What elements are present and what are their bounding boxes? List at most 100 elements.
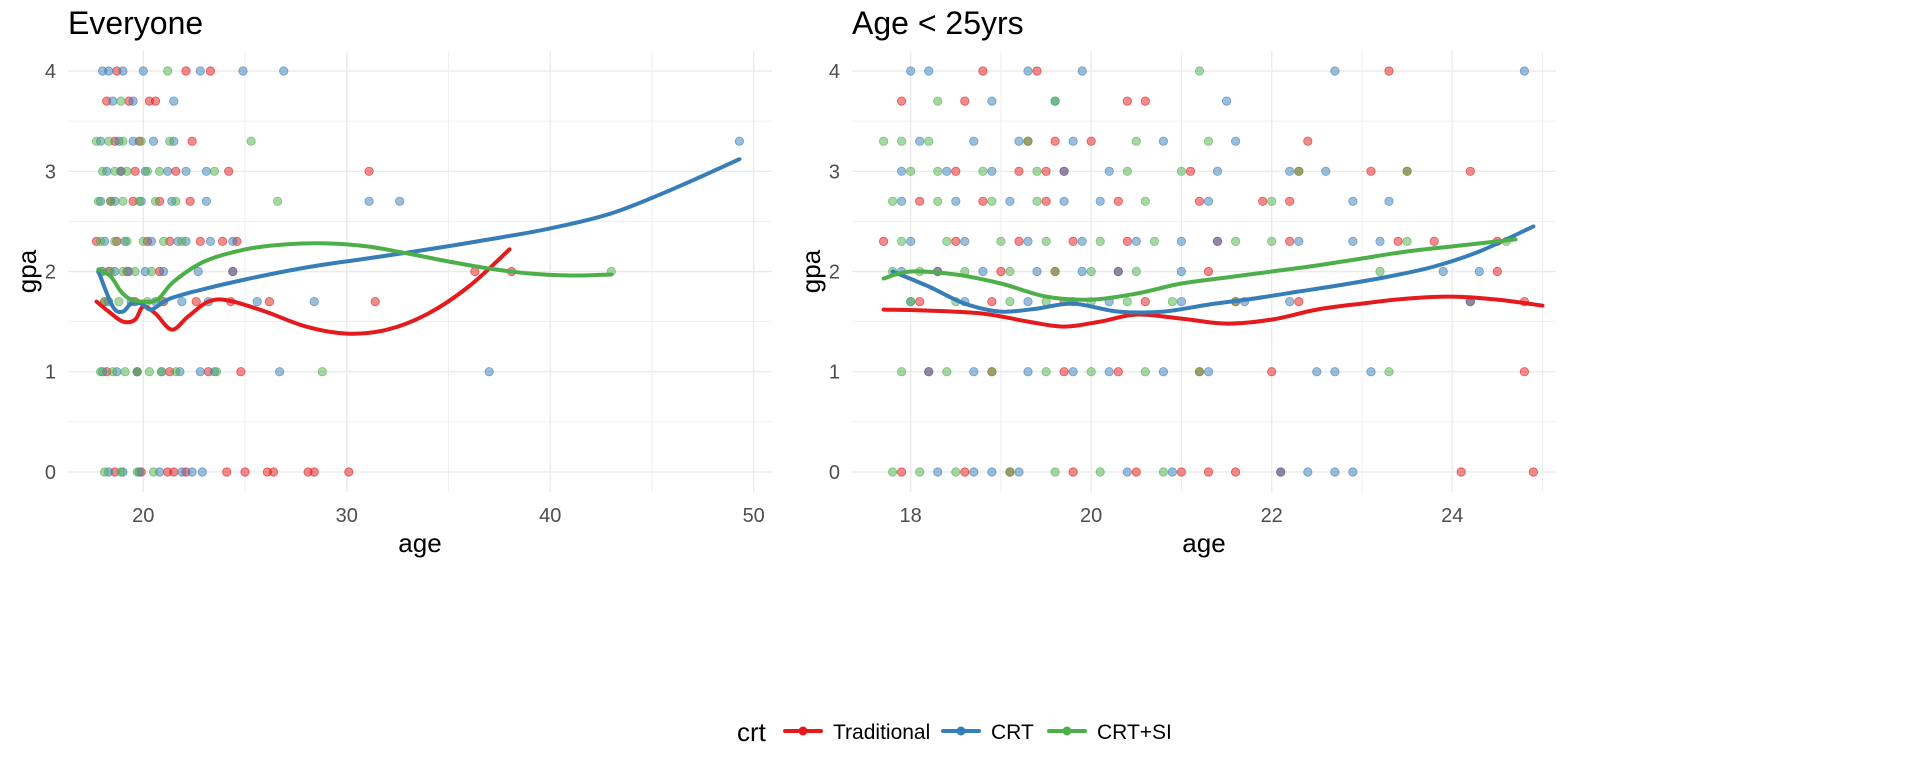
data-point <box>1014 166 1024 176</box>
data-point <box>896 367 907 377</box>
y-tick-label: 2 <box>829 262 840 284</box>
data-point <box>1212 236 1223 246</box>
data-point <box>218 236 228 246</box>
x-tick-label: 20 <box>132 505 154 527</box>
data-point <box>1032 196 1042 206</box>
data-point <box>1149 236 1160 246</box>
data-point <box>1086 266 1096 277</box>
data-point <box>238 66 248 76</box>
data-point <box>106 196 116 206</box>
data-point <box>1140 196 1150 206</box>
data-point <box>169 467 179 477</box>
data-point <box>1005 196 1015 206</box>
data-point <box>181 66 191 76</box>
data-point <box>104 136 114 146</box>
data-point <box>181 166 191 176</box>
data-point <box>274 367 285 377</box>
data-point <box>942 236 952 246</box>
data-point <box>1122 236 1132 246</box>
data-point <box>228 266 238 277</box>
data-point <box>1005 296 1015 307</box>
data-point <box>878 236 889 246</box>
data-point <box>1231 236 1241 246</box>
data-point <box>996 266 1006 277</box>
y-axis-title: gpa <box>796 249 826 293</box>
x-tick-label: 18 <box>900 505 922 527</box>
data-point <box>1113 367 1123 377</box>
smooth-line-crt <box>96 157 742 315</box>
data-point <box>191 296 201 307</box>
data-point <box>1041 236 1051 246</box>
y-tick-label: 0 <box>45 462 56 484</box>
data-point <box>1203 467 1214 477</box>
data-point <box>1276 467 1286 477</box>
data-point <box>1167 467 1178 477</box>
data-point <box>996 236 1006 246</box>
data-point <box>1375 236 1385 246</box>
data-point <box>222 467 232 477</box>
data-point <box>159 236 169 246</box>
y-tick-label: 4 <box>829 61 840 83</box>
data-point <box>1131 136 1141 146</box>
data-point <box>1023 66 1033 76</box>
data-point <box>1122 296 1132 307</box>
x-tick-label: 30 <box>336 505 358 527</box>
data-point <box>942 166 952 176</box>
data-point <box>134 196 144 206</box>
data-point <box>246 136 256 146</box>
data-point <box>906 66 916 76</box>
data-point <box>1294 166 1304 176</box>
gridlines <box>68 51 772 492</box>
data-point <box>177 296 187 307</box>
data-point <box>933 96 943 106</box>
data-point <box>93 196 104 206</box>
y-tick-label: 3 <box>45 161 56 183</box>
data-point <box>1086 367 1096 377</box>
data-point <box>1032 166 1042 176</box>
data-point <box>1194 66 1205 76</box>
data-point <box>1041 367 1051 377</box>
x-axis-title: age <box>398 528 441 558</box>
data-point <box>177 467 187 477</box>
data-point <box>317 367 327 377</box>
data-point <box>201 196 211 206</box>
data-point <box>1267 367 1277 377</box>
data-point <box>98 166 108 176</box>
data-point <box>906 236 916 246</box>
data-point <box>136 136 146 146</box>
data-point <box>150 196 161 206</box>
smooth-line-traditional <box>94 247 512 336</box>
data-point <box>1330 467 1340 477</box>
data-point <box>201 166 211 176</box>
data-point <box>1095 236 1105 246</box>
data-point <box>264 296 274 307</box>
data-point <box>1032 66 1042 76</box>
data-point <box>951 236 961 246</box>
data-point <box>1384 367 1394 377</box>
y-tick-label: 0 <box>829 462 840 484</box>
data-point <box>1068 467 1078 477</box>
legend-label: Traditional <box>833 721 930 744</box>
y-tick-label: 4 <box>45 61 56 83</box>
data-point <box>1348 236 1358 246</box>
data-point <box>1131 236 1141 246</box>
data-point <box>187 136 197 146</box>
smooth-line-crt <box>890 224 1536 315</box>
data-point <box>1348 196 1358 206</box>
legend-key-point <box>798 726 808 736</box>
y-tick-label: 2 <box>45 262 56 284</box>
data-point <box>1231 136 1241 146</box>
data-point <box>122 236 132 246</box>
data-point <box>104 66 114 76</box>
data-point <box>163 166 173 176</box>
data-point <box>1519 367 1530 377</box>
data-point <box>1330 367 1340 377</box>
data-point <box>987 296 997 307</box>
data-point <box>236 367 246 377</box>
data-point <box>1285 296 1295 307</box>
data-point <box>114 296 124 307</box>
data-point <box>1050 266 1060 277</box>
smooth-line-crt-si <box>881 237 1518 302</box>
data-point <box>1023 136 1033 146</box>
